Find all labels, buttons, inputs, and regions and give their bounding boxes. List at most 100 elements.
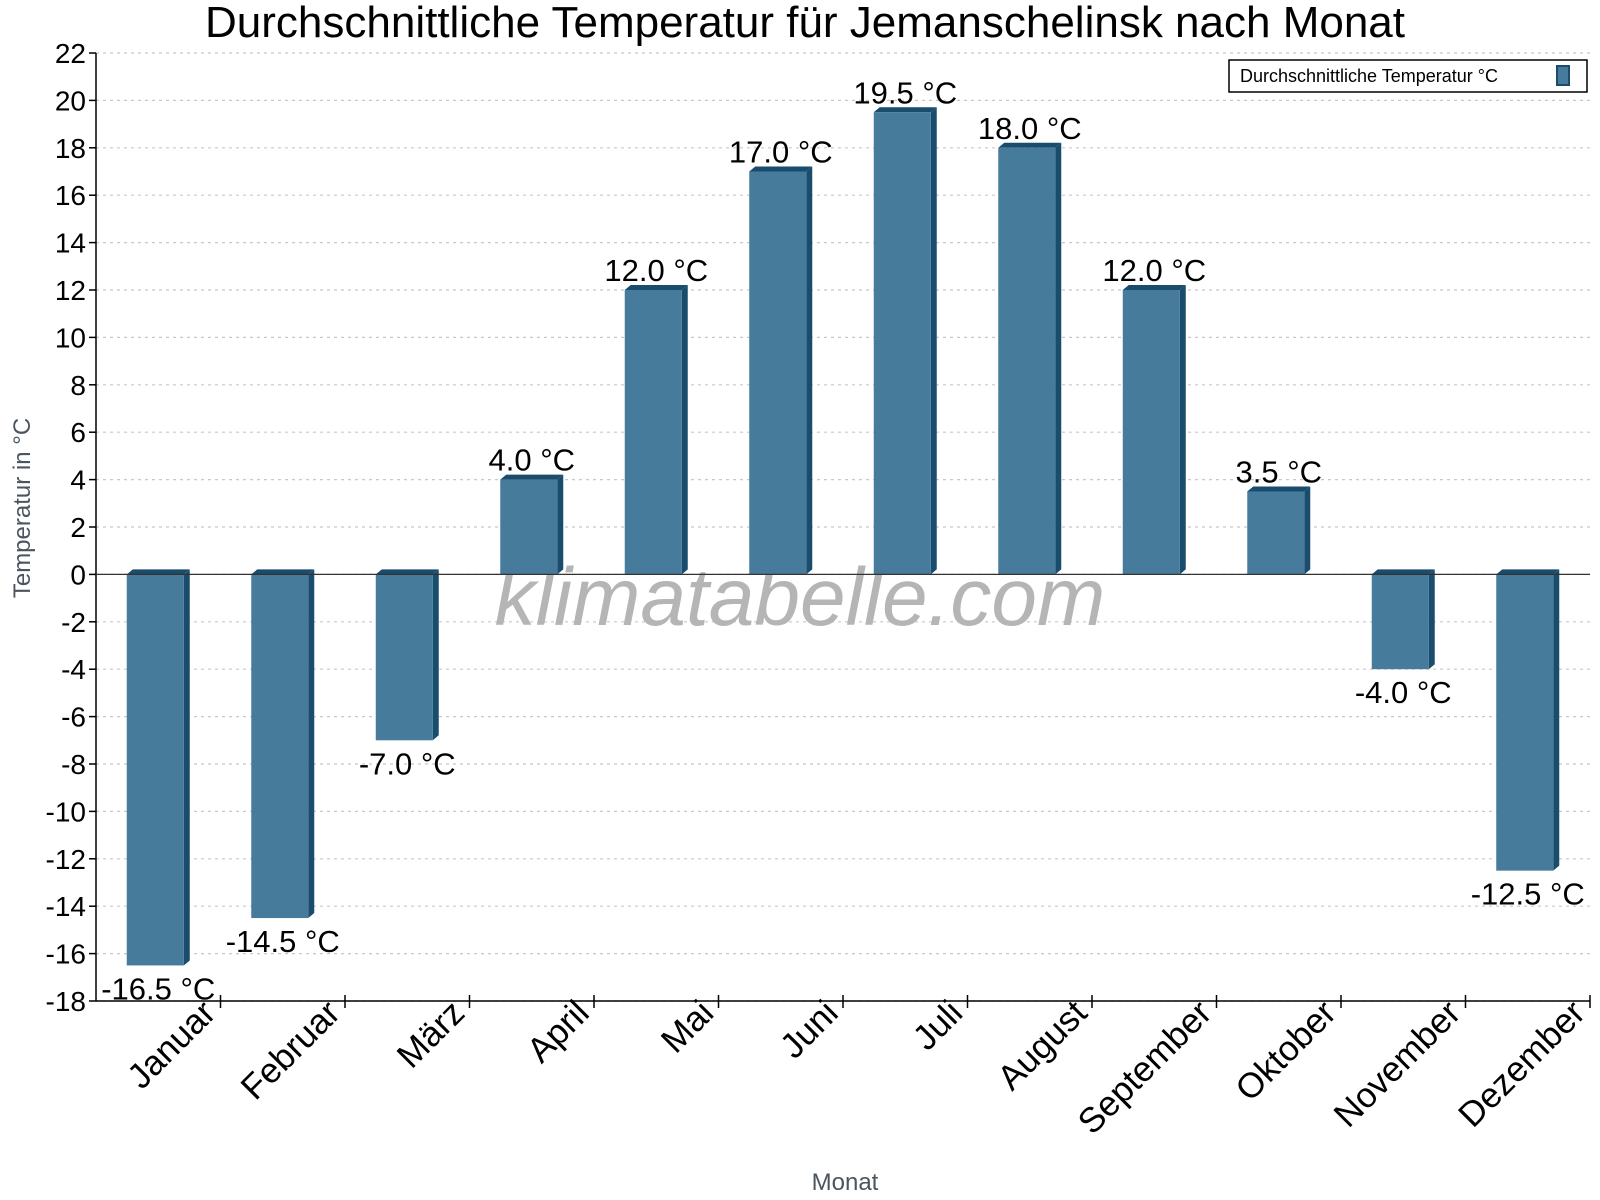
y-tick-label: -18	[46, 986, 86, 1017]
x-tick-label: November	[1326, 993, 1468, 1135]
bar-front	[1371, 574, 1429, 670]
y-tick-label: 14	[55, 228, 86, 259]
bar	[1122, 285, 1186, 575]
x-tick-label: Oktober	[1228, 993, 1344, 1109]
data-label: 17.0 °C	[729, 135, 833, 170]
y-tick-label: 16	[55, 180, 86, 211]
bar	[126, 569, 190, 966]
axes	[89, 52, 1591, 1008]
data-label: -14.5 °C	[226, 924, 340, 959]
bar-top	[251, 569, 315, 575]
y-tick-label: -2	[61, 607, 86, 638]
bar-front	[126, 574, 184, 966]
bar-side	[930, 107, 937, 575]
bar-side	[183, 569, 190, 966]
bar-side	[1553, 569, 1560, 871]
bar-top	[1247, 486, 1311, 492]
legend-box	[1228, 59, 1588, 93]
bar-side	[1304, 486, 1311, 575]
bar-front	[375, 574, 433, 741]
x-tick-label: Juni	[773, 993, 846, 1066]
x-tick-label: März	[390, 993, 473, 1076]
data-labels: -16.5 °C -14.5 °C -7.0 °C 4.0 °C 12.0 °C 17.0…	[101, 75, 1585, 1006]
bar	[1247, 486, 1311, 575]
y-axis-label: Temperatur in °C	[9, 418, 36, 598]
bar-front	[1496, 574, 1554, 871]
grid-lines	[96, 52, 1590, 1002]
data-label: 18.0 °C	[978, 111, 1082, 146]
data-label: 19.5 °C	[853, 75, 957, 110]
x-tick-label: Mai	[654, 993, 721, 1060]
bar-top	[873, 107, 937, 113]
bar-side	[806, 166, 813, 575]
y-tick-label: -6	[61, 702, 86, 733]
y-tick-label: 18	[55, 133, 86, 164]
x-tick-label: April	[520, 993, 597, 1070]
y-tick-label: -16	[46, 939, 86, 970]
y-tick-label: 4	[70, 465, 86, 496]
bar	[998, 142, 1062, 575]
bar-front	[624, 290, 682, 575]
legend-label: Durchschnittliche Temperatur °C	[1240, 66, 1498, 86]
y-tick-label: -4	[61, 654, 86, 685]
bar-top	[126, 569, 190, 575]
x-tick-label: Juli	[905, 993, 970, 1058]
bar-front	[998, 147, 1056, 575]
bars	[126, 107, 1560, 966]
bar-top	[998, 142, 1062, 148]
bar-top	[1371, 569, 1435, 575]
y-tick-label: 22	[55, 38, 86, 69]
chart-title: Durchschnittliche Temperatur für Jemansc…	[205, 0, 1405, 47]
data-label: 3.5 °C	[1236, 454, 1323, 489]
bar-front	[251, 574, 309, 919]
data-label: -12.5 °C	[1471, 877, 1585, 912]
bar-top	[375, 569, 439, 575]
y-tick-label: 20	[55, 85, 86, 116]
x-tick-label: September	[1071, 993, 1220, 1142]
y-tick-label: 0	[70, 559, 86, 590]
bar-top	[500, 474, 564, 480]
x-axis-label: Monat	[812, 1169, 879, 1196]
y-tick-label: 8	[70, 370, 86, 401]
bar	[1371, 569, 1435, 670]
bar-top	[1122, 285, 1186, 290]
y-tick-label: -12	[46, 844, 86, 875]
bar-side	[1179, 285, 1186, 575]
data-label: 12.0 °C	[1102, 253, 1206, 288]
bar-front	[873, 112, 931, 575]
bar-front	[749, 171, 807, 575]
y-tick-label: 10	[55, 322, 86, 353]
y-tick-labels: -18 -16 -14 -12 -10 -8 -6 -4 -2 0 2 4 6 8 10 12 14 16 18 20…	[46, 38, 86, 1017]
bar	[375, 569, 439, 741]
legend: Durchschnittliche Temperatur °C	[1228, 59, 1588, 93]
x-tick-labels: Januar Februar März April Mai Juni Juli AugustS…	[120, 993, 1593, 1142]
bar-side	[1055, 142, 1062, 575]
bar	[749, 166, 813, 575]
bar-side	[1428, 569, 1435, 670]
y-tick-label: -10	[46, 796, 86, 827]
bar	[873, 107, 937, 575]
y-tick-label: 12	[55, 275, 86, 306]
x-tick-label: August	[990, 993, 1095, 1098]
data-label: -7.0 °C	[359, 746, 456, 781]
bar	[1496, 569, 1560, 871]
bar-front	[500, 479, 558, 575]
x-tick-label: Dezember	[1451, 993, 1593, 1135]
y-tick-label: -14	[46, 891, 86, 922]
data-label: -16.5 °C	[101, 971, 215, 1006]
bar-top	[624, 285, 688, 290]
bar-side	[308, 569, 315, 919]
y-tick-label: -8	[61, 749, 86, 780]
y-tick-label: 6	[70, 417, 86, 448]
bar-side	[557, 474, 564, 575]
legend-swatch	[1556, 65, 1570, 86]
bar-front	[1122, 290, 1180, 575]
x-tick-label: Februar	[233, 993, 347, 1107]
bar	[624, 285, 688, 575]
bar-top	[749, 166, 813, 172]
bar-side	[681, 285, 688, 575]
y-tick-label: 2	[70, 512, 86, 543]
data-label: 12.0 °C	[604, 253, 708, 288]
